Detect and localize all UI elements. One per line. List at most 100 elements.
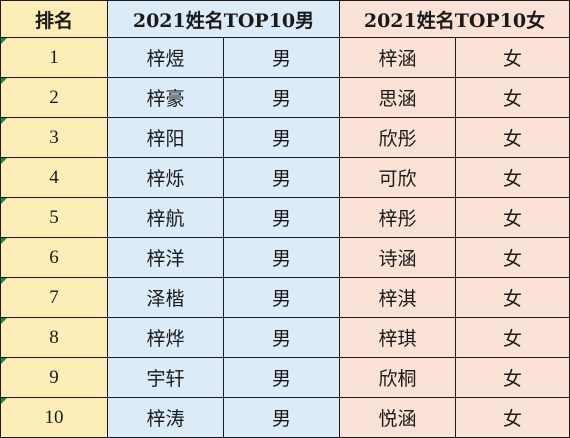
rank-text: 1 [49,46,59,68]
male-name-text: 宇轩 [146,368,185,390]
rank-cell[interactable]: 6 [0,237,108,278]
female-name-cell[interactable]: 梓琪 [339,317,456,358]
table-row: 9 宇轩 男 欣桐 女 [0,357,570,398]
female-gender-text: 女 [502,168,522,190]
female-name-cell[interactable]: 思涵 [339,77,456,118]
female-gender-cell[interactable]: 女 [455,317,570,358]
table-row: 5 梓航 男 梓彤 女 [0,197,570,238]
male-name-cell[interactable]: 梓洋 [107,237,224,278]
rank-cell[interactable]: 7 [0,277,108,318]
female-name-text: 悦涵 [378,408,417,430]
male-name-text: 梓烁 [146,168,185,190]
male-name-cell[interactable]: 梓阳 [107,117,224,158]
female-name-text: 梓淇 [378,288,417,310]
male-name-text: 泽楷 [146,288,185,310]
male-gender-cell[interactable]: 男 [223,397,340,438]
male-gender-text: 男 [271,328,291,350]
ranking-rows: 1 梓煜男梓涵女 2 梓豪男思涵女 3 梓阳男欣彤女 4 梓烁男可欣女 5 梓航男梓彤女 6 梓洋男诗… [0,37,570,438]
male-gender-cell[interactable]: 男 [223,117,340,158]
rank-cell[interactable]: 10 [0,397,108,438]
rank-cell[interactable]: 1 [0,37,108,78]
female-gender-text: 女 [502,88,522,110]
table-row: 3 梓阳 男 欣彤 女 [0,117,570,158]
male-top10-header: 2021姓名TOP10男 [107,0,340,38]
female-gender-cell[interactable]: 女 [455,397,570,438]
male-name-cell[interactable]: 梓烁 [107,157,224,198]
male-gender-cell[interactable]: 男 [223,157,340,198]
male-gender-text: 男 [271,88,291,110]
female-gender-text: 女 [502,368,522,390]
female-name-cell[interactable]: 梓淇 [339,277,456,318]
female-name-text: 梓涵 [378,48,417,70]
female-gender-text: 女 [502,288,522,310]
female-name-text: 思涵 [378,88,417,110]
cell-marker-icon [1,78,7,84]
male-gender-text: 男 [271,208,291,230]
table-row: 2 梓豪 男 思涵 女 [0,77,570,118]
female-top10-header: 2021姓名TOP10女 [339,0,570,38]
rank-header: 排名 [0,0,108,38]
female-name-cell[interactable]: 梓彤 [339,197,456,238]
rank-cell[interactable]: 3 [0,117,108,158]
table-row: 10 梓涛 男 悦涵 女 [0,397,570,438]
male-name-cell[interactable]: 泽楷 [107,277,224,318]
female-name-cell[interactable]: 悦涵 [339,397,456,438]
male-name-text: 梓航 [146,208,185,230]
male-name-text: 梓豪 [146,88,185,110]
male-gender-cell[interactable]: 男 [223,357,340,398]
female-name-cell[interactable]: 欣彤 [339,117,456,158]
female-name-text: 欣桐 [378,368,417,390]
table-row: 6 梓洋 男 诗涵 女 [0,237,570,278]
female-gender-cell[interactable]: 女 [455,117,570,158]
male-gender-text: 男 [271,288,291,310]
female-name-cell[interactable]: 诗涵 [339,237,456,278]
cell-marker-icon [1,238,7,244]
male-name-cell[interactable]: 梓烨 [107,317,224,358]
rank-cell[interactable]: 9 [0,357,108,398]
female-gender-text: 女 [502,408,522,430]
male-gender-cell[interactable]: 男 [223,77,340,118]
cell-marker-icon [1,118,7,124]
male-name-cell[interactable]: 梓航 [107,197,224,238]
female-gender-cell[interactable]: 女 [455,157,570,198]
male-gender-cell[interactable]: 男 [223,197,340,238]
female-name-cell[interactable]: 梓涵 [339,37,456,78]
male-gender-cell[interactable]: 男 [223,277,340,318]
rank-text: 10 [44,406,64,428]
male-name-cell[interactable]: 宇轩 [107,357,224,398]
female-gender-cell[interactable]: 女 [455,237,570,278]
male-gender-cell[interactable]: 男 [223,317,340,358]
male-gender-cell[interactable]: 男 [223,237,340,278]
cell-marker-icon [1,198,7,204]
female-name-cell[interactable]: 欣桐 [339,357,456,398]
rank-cell[interactable]: 5 [0,197,108,238]
male-gender-text: 男 [271,368,291,390]
table-row: 7 泽楷 男 梓淇 女 [0,277,570,318]
rank-text: 7 [49,286,59,308]
cell-marker-icon [1,318,7,324]
male-name-cell[interactable]: 梓涛 [107,397,224,438]
male-name-cell[interactable]: 梓豪 [107,77,224,118]
male-gender-text: 男 [271,248,291,270]
rank-text: 2 [49,86,59,108]
female-gender-cell[interactable]: 女 [455,277,570,318]
rank-cell[interactable]: 4 [0,157,108,198]
rank-cell[interactable]: 2 [0,77,108,118]
male-name-text: 梓阳 [146,128,185,150]
male-gender-cell[interactable]: 男 [223,37,340,78]
female-gender-cell[interactable]: 女 [455,357,570,398]
female-gender-cell[interactable]: 女 [455,37,570,78]
female-gender-cell[interactable]: 女 [455,197,570,238]
cell-marker-icon [1,358,7,364]
rank-cell[interactable]: 8 [0,317,108,358]
male-name-cell[interactable]: 梓煜 [107,37,224,78]
female-name-text: 诗涵 [378,248,417,270]
female-gender-cell[interactable]: 女 [455,77,570,118]
cell-marker-icon [1,398,7,404]
rank-text: 8 [49,326,59,348]
female-name-text: 可欣 [378,168,417,190]
male-gender-text: 男 [271,168,291,190]
male-gender-text: 男 [271,408,291,430]
female-name-cell[interactable]: 可欣 [339,157,456,198]
